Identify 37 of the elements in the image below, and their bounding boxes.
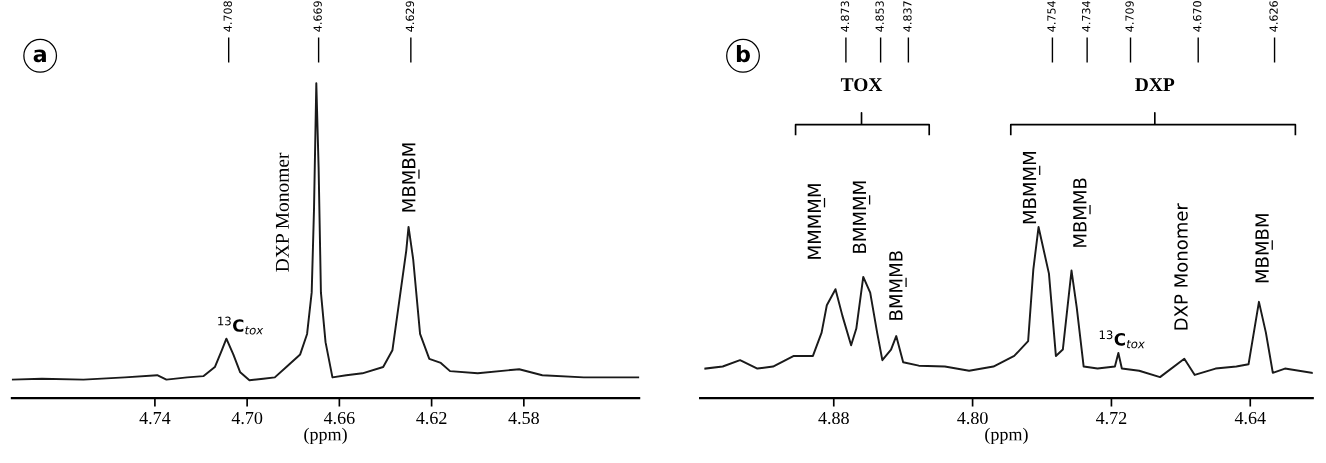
annotation: MBM̲BM — [402, 143, 420, 212]
annotation: MMMM̲M — [807, 184, 826, 259]
text: a — [33, 49, 46, 63]
text: 4.709 — [1125, 1, 1134, 32]
text: 4.873 — [840, 1, 850, 32]
x-tick-label: 4.70 — [231, 411, 263, 425]
x-tick-label: 4.62 — [416, 411, 447, 425]
x-tick-label: 4.88 — [818, 411, 849, 425]
text: 4.853 — [875, 1, 884, 32]
x-tick-label: 4.80 — [957, 411, 988, 425]
x-tick-label: 4.58 — [508, 411, 539, 425]
annotation: DXP Monomer — [1174, 203, 1188, 330]
text: DXP — [1135, 78, 1175, 92]
text: MBMM̲M — [1022, 152, 1041, 224]
text: TOX — [840, 78, 883, 92]
text: 4.734 — [1081, 0, 1091, 32]
annotation: DXP Monomer — [275, 152, 289, 272]
x-tick-label: 4.64 — [1234, 411, 1266, 425]
text: 4.754 — [1047, 0, 1056, 32]
text: 4.626 — [1269, 1, 1278, 32]
text: 4.670 — [1193, 1, 1202, 32]
text: 4.837 — [903, 1, 912, 32]
x-tick-label: 4.72 — [1095, 411, 1127, 425]
annotation: $^{13}$C$_{tox}$ — [1099, 330, 1145, 349]
annotation: MBM̲BM — [1255, 214, 1273, 283]
annotation: $^{13}$C$_{tox}$ — [218, 316, 264, 335]
x-axis-title: (ppm) — [304, 427, 347, 445]
annotation: BMM̲MB — [889, 251, 907, 320]
annotation: BMMM̲M — [852, 181, 871, 253]
x-tick-label: 4.74 — [139, 412, 171, 425]
text: b — [736, 45, 750, 63]
annotation: MBM̲MB — [1073, 178, 1091, 247]
x-tick-label: 4.66 — [323, 411, 355, 425]
text: 4.708 — [223, 1, 232, 32]
text: 4.669 — [313, 1, 322, 32]
x-axis-title: (ppm) — [985, 427, 1028, 445]
text: 4.629 — [405, 1, 415, 32]
